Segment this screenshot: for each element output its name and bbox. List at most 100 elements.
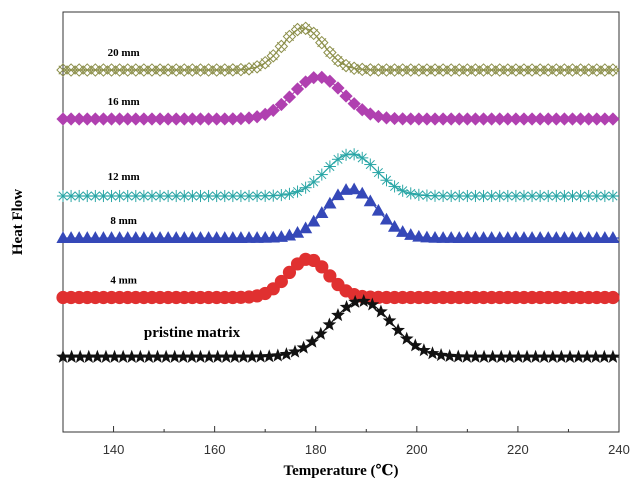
series-marker (177, 112, 191, 126)
series-marker (228, 191, 238, 201)
series-marker (606, 349, 620, 363)
series-marker (468, 112, 483, 126)
series-marker (527, 65, 537, 75)
series-marker (163, 65, 173, 75)
series-marker (592, 65, 602, 75)
series-marker (228, 65, 238, 75)
series-marker (551, 191, 561, 201)
y-axis-title: Heat Flow (10, 189, 26, 255)
series-marker (387, 220, 402, 232)
series-marker (387, 111, 402, 126)
series-marker (420, 112, 434, 126)
series-marker (167, 349, 182, 363)
series-marker (389, 181, 400, 192)
series-marker (404, 112, 418, 126)
series-marker (203, 65, 214, 75)
series-marker (323, 74, 337, 88)
series-marker (537, 349, 552, 363)
series-marker (274, 274, 288, 289)
series-marker (502, 349, 517, 363)
series-marker (477, 349, 491, 363)
series-marker (185, 112, 199, 126)
series-marker (608, 65, 618, 75)
series-marker (408, 338, 423, 352)
series-marker (268, 191, 278, 201)
series-marker (451, 349, 466, 363)
series-marker (365, 65, 375, 75)
series-marker (363, 194, 377, 207)
series-marker (487, 65, 497, 75)
series-marker (56, 349, 70, 363)
series-marker (219, 349, 234, 363)
series-marker (88, 112, 102, 126)
series-marker (142, 349, 156, 363)
series-marker (365, 297, 380, 311)
series-marker (511, 191, 521, 201)
series-marker (236, 349, 251, 363)
series-marker (580, 349, 594, 363)
series-marker (341, 61, 351, 71)
series-marker (559, 65, 569, 75)
series-marker (245, 349, 259, 363)
series-marker (543, 191, 553, 201)
series-pristine-matrix (56, 293, 620, 363)
series-marker (98, 65, 109, 75)
series-marker (600, 191, 610, 201)
series-marker (355, 186, 369, 199)
series-marker (274, 39, 289, 54)
series-marker (284, 31, 295, 42)
series-marker (155, 191, 165, 201)
x-tick-label: 180 (305, 442, 327, 457)
series-marker (147, 191, 157, 201)
series-marker (195, 191, 206, 201)
series-marker (315, 206, 329, 218)
series-marker (244, 191, 254, 201)
series-marker (106, 65, 117, 75)
series-marker (290, 82, 305, 96)
series-marker (104, 112, 119, 126)
series-marker (315, 260, 329, 274)
series-marker (129, 112, 143, 126)
series-marker (123, 191, 133, 201)
series-marker (422, 190, 432, 201)
series-label: 20 mm (108, 47, 140, 59)
series-marker (139, 191, 149, 201)
series-marker (495, 191, 505, 201)
series-marker (309, 177, 319, 187)
series-marker (290, 226, 305, 238)
series-marker (171, 191, 181, 201)
series-label: pristine matrix (144, 325, 241, 341)
series-marker (573, 112, 588, 126)
series-marker (460, 112, 474, 126)
series-marker (470, 65, 481, 75)
series-marker (220, 65, 230, 75)
series-marker (446, 65, 456, 75)
series-marker (608, 191, 618, 201)
series-marker (389, 65, 400, 75)
series-marker (438, 65, 448, 75)
series-marker (406, 65, 416, 75)
series-marker (420, 230, 434, 243)
series-marker (82, 65, 92, 75)
series-marker (298, 21, 313, 36)
x-tick-label: 140 (103, 442, 125, 457)
series-marker (121, 112, 135, 126)
series-marker (161, 112, 175, 126)
series-marker (382, 313, 397, 327)
series-marker (155, 65, 165, 75)
series-marker (234, 112, 248, 126)
series-marker (212, 65, 222, 75)
series-marker (74, 65, 84, 75)
series-marker (584, 191, 594, 201)
series-line (63, 76, 619, 120)
series-marker (131, 65, 141, 75)
x-tick-label: 200 (406, 442, 428, 457)
series-marker (527, 191, 537, 201)
series-marker (493, 112, 507, 126)
series-marker (282, 90, 297, 104)
series-marker (454, 191, 464, 201)
series-marker (137, 112, 151, 126)
series-marker (588, 349, 603, 363)
series-12-mm (56, 148, 619, 203)
series-marker (315, 35, 329, 50)
